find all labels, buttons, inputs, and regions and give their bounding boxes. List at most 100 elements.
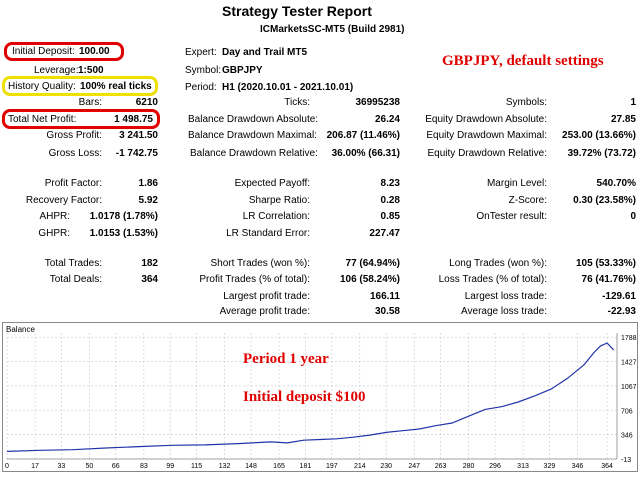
history-quality-highlight [2,76,158,96]
x-tick-label: 280 [463,463,475,470]
eq-dd-rel-value: 39.72% (73.72) [567,148,636,159]
y-tick-label: -13 [621,457,631,464]
y-tick-label: 1427 [621,360,637,367]
settings-annotation: GBPJPY, default settings [442,53,604,69]
x-tick-label: 247 [408,463,420,470]
zscore-value: 0.30 (23.58%) [573,195,636,206]
x-tick-label: 214 [354,463,366,470]
bars-label: Bars: [78,97,102,108]
profit-factor-value: 1.86 [138,178,158,189]
total-trades-label: Total Trades: [44,258,102,269]
recovery-factor-value: 5.92 [138,195,158,206]
sharpe-label: Sharpe Ratio: [248,195,310,206]
balance-line [6,342,615,452]
margin-level-value: 540.70% [596,178,636,189]
gross-profit-label: Gross Profit: [46,130,102,141]
avg-loss-label: Average loss trade: [461,306,547,317]
initial-deposit-highlight [4,42,124,61]
net-profit-highlight [2,109,160,129]
lr-std-error-value: 227.47 [369,228,400,239]
leverage-label: Leverage: [34,65,79,76]
deposit-annotation: Initial deposit $100 [243,389,366,405]
x-tick-label: 263 [435,463,447,470]
margin-level-label: Margin Level: [486,178,547,189]
lr-correlation-value: 0.85 [380,211,400,222]
x-tick-label: 99 [166,463,174,470]
ghpr-value: 1.0153 (1.53%) [89,228,158,239]
net-profit-label: Total Net Profit: [8,114,77,125]
symbol-value: GBPJPY [222,65,263,76]
total-trades-value: 182 [141,258,158,269]
sharpe-value: 0.28 [380,195,400,206]
initial-deposit-value: 100.00 [79,46,110,57]
gross-profit-value: 3 241.50 [119,130,158,141]
ticks-label: Ticks: [284,97,310,108]
x-tick-label: 230 [380,463,392,470]
bars-value: 6210 [135,97,158,108]
period-value: H1 (2020.10.01 - 2021.10.01) [222,82,354,93]
profit-factor-label: Profit Factor: [44,178,102,189]
period-label: Period: [185,82,217,93]
bal-dd-rel-label: Balance Drawdown Relative: [190,148,318,159]
symbols-label: Symbols: [505,97,547,108]
long-trades-value: 105 (53.33%) [575,258,636,269]
bal-dd-max-value: 206.87 (11.46%) [326,130,400,141]
recovery-factor-label: Recovery Factor: [25,195,102,206]
x-tick-label: 197 [326,463,338,470]
lr-correlation-label: LR Correlation: [242,211,310,222]
y-tick-label: 706 [621,408,633,415]
expert-value: Day and Trail MT5 [222,47,308,58]
expert-label: Expert: [185,47,217,58]
lr-std-error-label: LR Standard Error: [226,228,310,239]
short-trades-label: Short Trades (won %): [210,258,310,269]
avg-loss-value: -22.93 [607,306,636,317]
balance-chart: 0 17 33 50 66 83 99 115 132 148 165 181 197 214 230 247… [2,322,638,472]
x-tick-label: 296 [489,463,501,470]
ahpr-label: AHPR: [39,211,70,222]
largest-profit-value: 166.11 [369,291,400,302]
expected-payoff-value: 8.23 [380,178,400,189]
largest-profit-label: Largest profit trade: [223,291,310,302]
x-tick-label: 17 [31,463,39,470]
x-tick-label: 148 [245,463,257,470]
x-tick-label: 66 [112,463,120,470]
largest-loss-value: -129.61 [602,291,636,302]
x-tick-label: 329 [544,463,556,470]
bal-dd-max-label: Balance Drawdown Maximal: [188,130,317,141]
period-annotation: Period 1 year [243,351,329,367]
eq-dd-max-value: 253.00 (13.66%) [562,130,636,141]
x-tick-label: 115 [191,463,202,470]
x-tick-label: 346 [572,463,584,470]
x-tick-label: 83 [140,463,148,470]
symbol-label: Symbol: [185,65,222,76]
y-tick-label: 1067 [621,384,637,391]
net-profit-value: 1 498.75 [114,114,153,125]
bal-dd-rel-value: 36.00% (66.31) [331,148,400,159]
profit-trades-value: 106 (58.24%) [339,274,400,285]
long-trades-label: Long Trades (won %): [449,258,547,269]
history-quality-label: History Quality: [8,81,76,92]
eq-dd-rel-label: Equity Drawdown Relative: [427,148,548,159]
eq-dd-abs-label: Equity Drawdown Absolute: [425,114,547,125]
expected-payoff-label: Expected Payoff: [234,178,310,189]
symbols-value: 1 [630,97,636,108]
total-deals-value: 364 [141,274,158,285]
y-tick-label: 346 [621,433,633,440]
short-trades-value: 77 (64.94%) [345,258,400,269]
x-tick-label: 181 [300,463,312,470]
x-tick-label: 33 [58,463,66,470]
leverage-value: 1:500 [78,65,104,76]
x-tick-label: 313 [517,463,529,470]
history-quality-value: 100% real ticks [80,81,152,92]
profit-trades-label: Profit Trades (% of total): [199,274,310,285]
x-tick-label: 50 [86,463,94,470]
eq-dd-max-label: Equity Drawdown Maximal: [426,130,547,141]
loss-trades-label: Loss Trades (% of total): [438,274,547,285]
avg-profit-value: 30.58 [374,306,400,317]
balance-chart-svg: 0 17 33 50 66 83 99 115 132 148 165 181 197 214 230 247… [5,333,637,470]
gross-loss-value: -1 742.75 [115,148,158,159]
largest-loss-label: Largest loss trade: [464,291,547,302]
y-tick-label: 1788 [621,335,637,342]
ontester-value: 0 [630,211,636,222]
gross-loss-label: Gross Loss: [48,148,102,159]
